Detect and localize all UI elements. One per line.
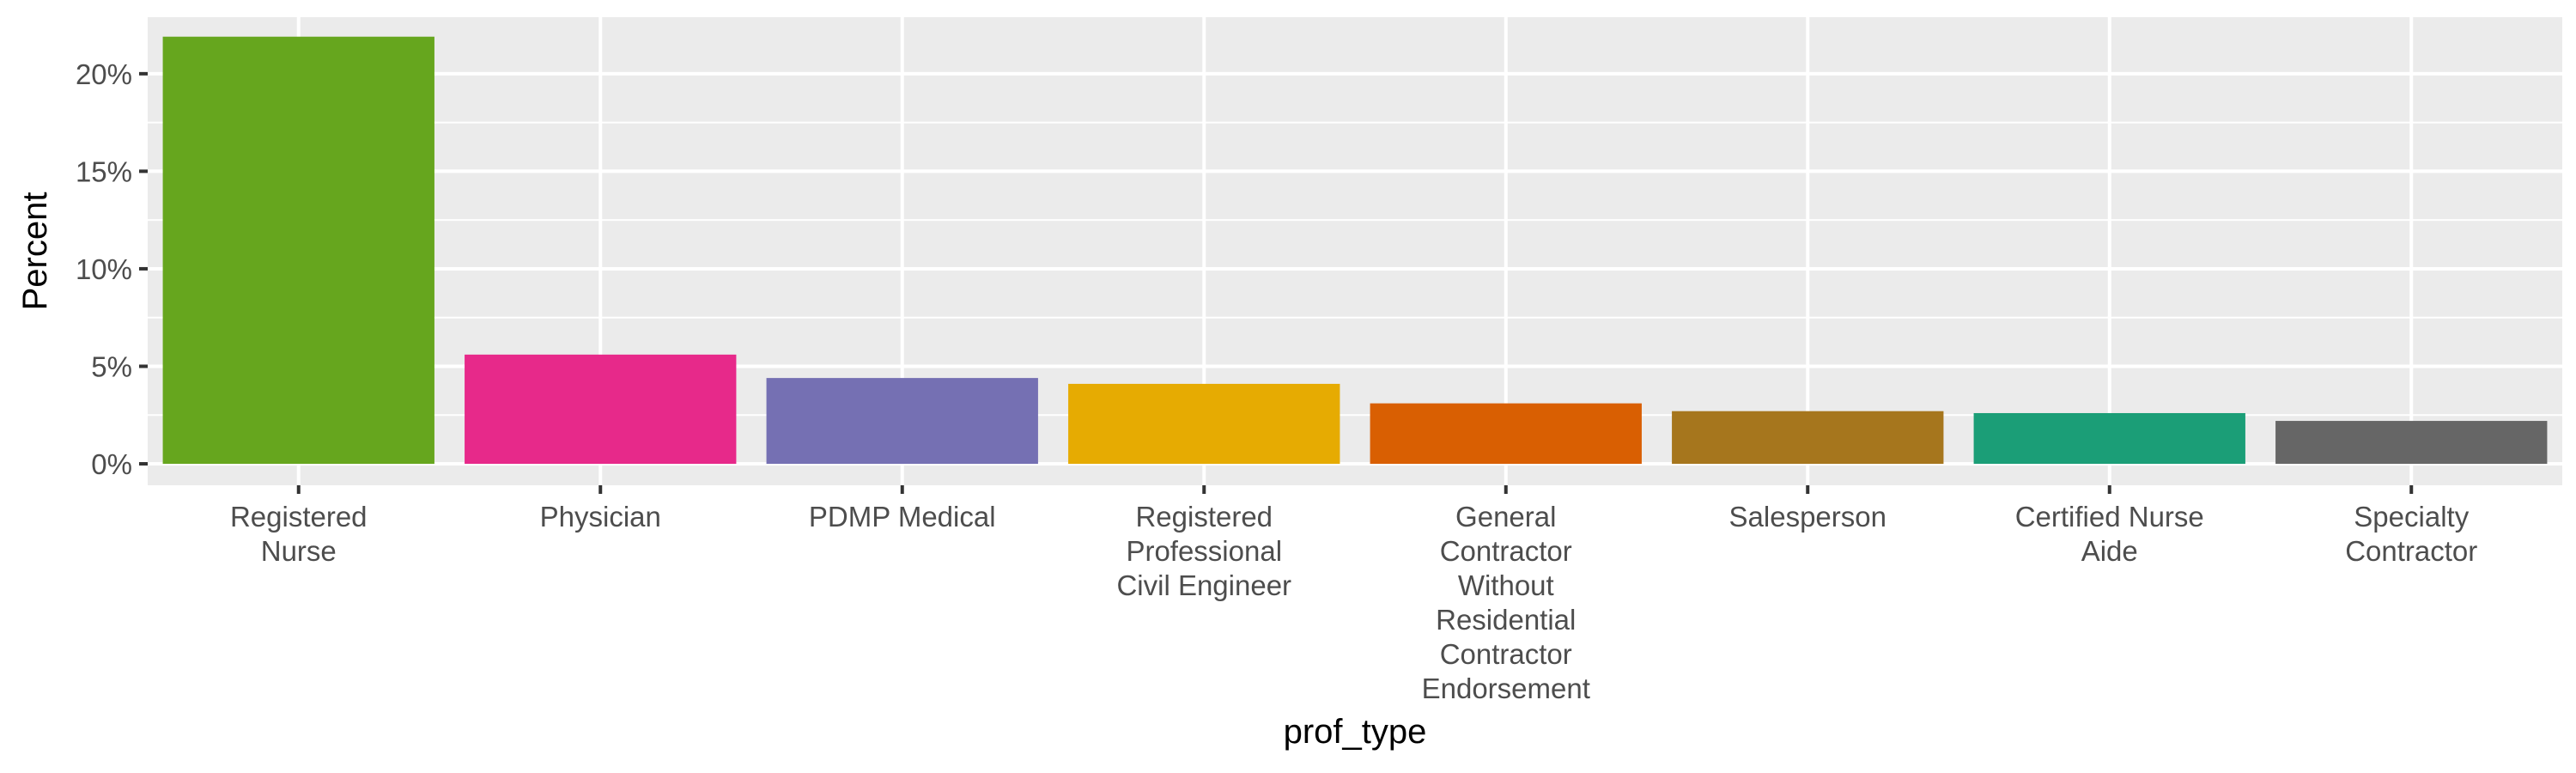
x-tick-label: Salesperson (1729, 501, 1886, 533)
bar (1672, 411, 1944, 465)
x-tick-label-line: Nurse (261, 535, 337, 567)
y-tick-label: 15% (76, 155, 132, 187)
bar (465, 354, 737, 465)
x-tick-label-line: Without (1458, 569, 1554, 601)
x-tick-label: PDMP Medical (809, 501, 996, 533)
bar (1973, 412, 2245, 465)
x-tick-label-line: PDMP Medical (809, 501, 996, 533)
y-axis: 0% 5% 10% 15% 20% (76, 58, 148, 480)
bar (1370, 403, 1642, 465)
x-tick-label-line: Contractor (1440, 535, 1572, 567)
x-tick-label-line: Professional (1126, 535, 1282, 567)
y-tick-label: 20% (76, 58, 132, 90)
x-tick-label: Specialty Contractor (2345, 501, 2477, 567)
y-tick-label: 5% (91, 350, 132, 382)
bars (162, 36, 2548, 465)
x-tick-label-line: Salesperson (1729, 501, 1886, 533)
x-tick-label: Physician (540, 501, 661, 533)
bar (1068, 383, 1340, 465)
bar (766, 378, 1038, 465)
y-tick-label: 0% (91, 448, 132, 480)
x-tick-label-line: Registered (230, 501, 368, 533)
x-tick-label-line: Specialty (2354, 501, 2469, 533)
x-tick-label: Registered Nurse (230, 501, 368, 567)
x-tick-label-line: Aide (2081, 535, 2138, 567)
bar (2275, 421, 2548, 465)
x-tick-label-line: Contractor (2345, 535, 2477, 567)
y-axis-title: Percent (16, 192, 54, 311)
x-tick-label-line: Physician (540, 501, 661, 533)
x-tick-label-line: Contractor (1440, 638, 1572, 670)
x-tick-label: Registered Professional Civil Engineer (1116, 501, 1291, 601)
x-tick-label: Certified Nurse Aide (2015, 501, 2204, 567)
x-axis-title: prof_type (1284, 713, 1427, 751)
y-tick-label: 10% (76, 253, 132, 285)
bar (162, 36, 434, 465)
x-tick-label-line: Civil Engineer (1116, 569, 1291, 601)
x-tick-label-line: Registered (1135, 501, 1273, 533)
x-tick-label-line: Endorsement (1422, 673, 1590, 704)
x-tick-label-line: Certified Nurse (2015, 501, 2204, 533)
x-tick-label-line: General (1455, 501, 1556, 533)
x-tick-label: General Contractor Without Residential Contr… (1422, 501, 1590, 704)
x-tick-label-line: Residential (1436, 604, 1576, 636)
